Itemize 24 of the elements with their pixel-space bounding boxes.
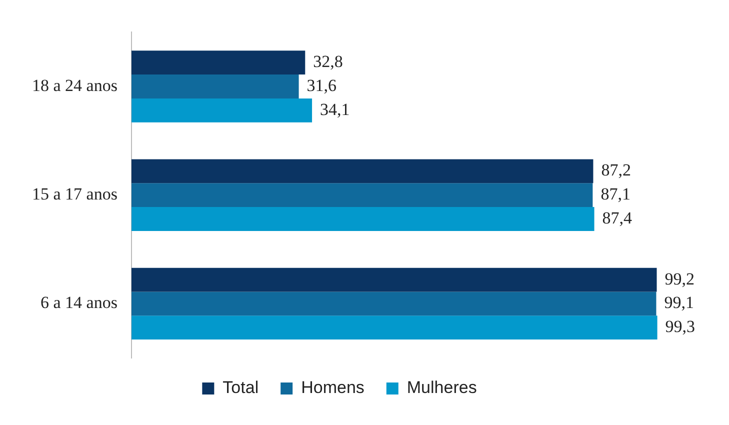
y-tick-label: 15 a 17 anos: [32, 184, 118, 204]
data-label: 87,1: [600, 184, 630, 204]
legend-label: Mulheres: [406, 378, 477, 398]
bar: [131, 292, 656, 316]
bar: [131, 50, 306, 75]
bar: [131, 207, 594, 231]
legend-label: Total: [222, 378, 259, 398]
y-tick-label: 6 a 14 anos: [40, 293, 118, 312]
bar: [131, 268, 657, 292]
data-label: 99,1: [664, 293, 694, 312]
data-label: 32,8: [313, 52, 343, 72]
bar: [131, 316, 658, 340]
data-label: 99,3: [665, 317, 696, 336]
y-tick-label: 18 a 24 anos: [32, 76, 118, 95]
bar: [131, 159, 594, 184]
data-label: 31,6: [306, 76, 337, 95]
bar: [131, 98, 312, 122]
legend-label: Homens: [301, 378, 364, 398]
data-label: 99,2: [664, 269, 695, 288]
bar: [131, 183, 593, 208]
data-label: 34,1: [320, 100, 350, 119]
bar: [131, 74, 299, 98]
data-label: 87,4: [602, 208, 633, 228]
data-label: 87,2: [601, 160, 631, 180]
